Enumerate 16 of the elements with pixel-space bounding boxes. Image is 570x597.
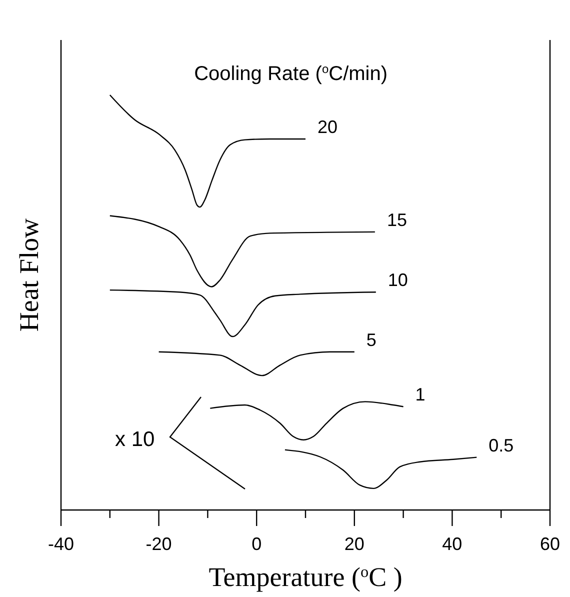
x-tick-label: 60 — [540, 534, 560, 554]
x-tick-label: -20 — [146, 534, 172, 554]
x-axis-title: Temperature ($^{o}$C ) — [208, 562, 402, 592]
series-label: 1 — [415, 384, 426, 405]
x-tick-label: 40 — [442, 534, 462, 554]
series-label: 20 — [318, 116, 338, 137]
chart-title: Cooling Rate ($^{o}$C/min) — [194, 62, 388, 85]
series-label: 10 — [388, 270, 408, 290]
annotation: x 10 — [115, 428, 155, 451]
x-tick-label: 0 — [252, 534, 262, 554]
series-label: 5 — [366, 330, 376, 350]
x-tick-label: -40 — [48, 534, 74, 554]
x-tick-label: 20 — [344, 534, 364, 554]
series-label: 15 — [386, 210, 407, 230]
y-axis-title: Heat Flow — [14, 218, 44, 332]
series-label: 0.5 — [488, 435, 514, 456]
